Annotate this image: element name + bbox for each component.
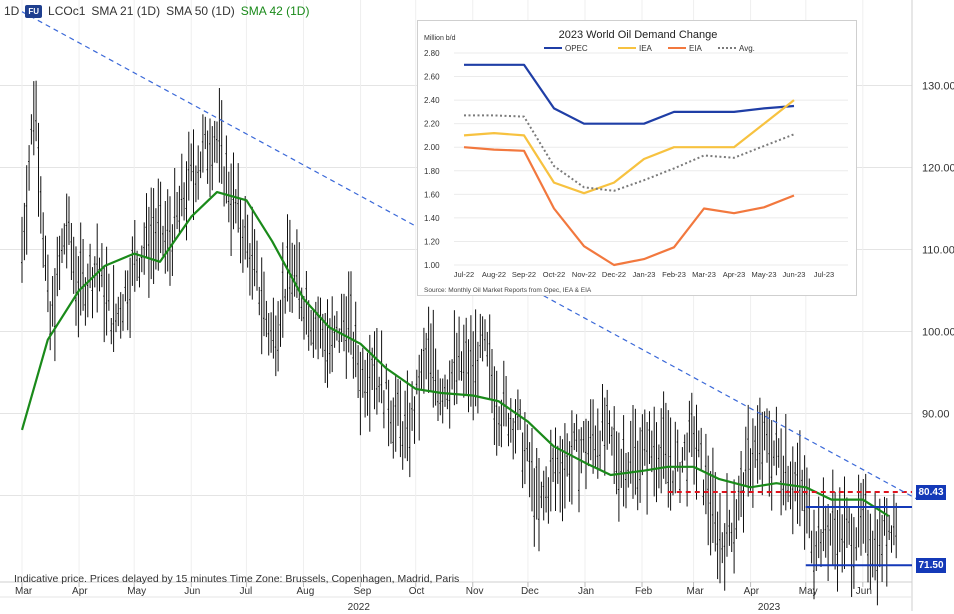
inset-legend-label: OPEC	[565, 44, 588, 53]
support-price-label: 71.50	[916, 558, 946, 573]
symbol-label[interactable]: LCOc1	[48, 4, 86, 18]
x-tick-label: Jun	[184, 586, 200, 597]
inset-y-tick: 2.20	[424, 120, 440, 129]
x-tick-label: May	[799, 586, 818, 597]
inset-x-tick: Jul-23	[814, 270, 834, 279]
y-tick-label: 130.00	[922, 81, 954, 93]
inset-series-avg	[464, 114, 795, 192]
inset-series-iea	[463, 99, 795, 195]
resistance-price-label: 80.43	[916, 485, 946, 500]
x-tick-label: Dec	[521, 586, 539, 597]
inset-x-tick: Dec-22	[602, 270, 626, 279]
inset-series-eia	[463, 146, 795, 267]
x-tick-label: Feb	[635, 586, 653, 597]
x-tick-label: Jul	[239, 586, 252, 597]
interval-label[interactable]: 1D	[4, 4, 20, 18]
y-tick-label: 90.00	[922, 409, 950, 421]
sma42-label[interactable]: SMA 42 (1D)	[240, 4, 310, 18]
inset-legend-label: Avg.	[739, 44, 755, 53]
inset-x-tick: Aug-22	[482, 270, 506, 279]
inset-series-opec	[464, 63, 795, 125]
inset-y-tick: 2.40	[424, 96, 440, 105]
x-tick-label: Mar	[15, 586, 33, 597]
inset-y-tick: 1.40	[424, 214, 440, 223]
inset-x-tick: Jan-23	[633, 270, 656, 279]
x-tick-label: Aug	[296, 586, 314, 597]
chart-header: 1D FU LCOc1 SMA 21 (1D) SMA 50 (1D) SMA …	[4, 4, 309, 18]
inset-x-tick: Oct-22	[543, 270, 566, 279]
inset-x-tick: Feb-23	[662, 270, 686, 279]
y-tick-label: 100.00	[922, 327, 954, 339]
y-tick-label: 120.00	[922, 163, 954, 175]
y-tick-label: 110.00	[922, 245, 954, 257]
inset-x-tick: Nov-22	[572, 270, 596, 279]
inset-x-tick: May-23	[751, 270, 776, 279]
inset-y-tick: 2.80	[424, 49, 440, 58]
x-tick-label: Sep	[354, 586, 372, 597]
x-tick-label: May	[127, 586, 146, 597]
delay-notice: Indicative price. Prices delayed by 15 m…	[14, 573, 460, 585]
inset-y-tick: 1.00	[424, 261, 440, 270]
downtrend-line	[21, 11, 919, 501]
x-tick-label: Apr	[72, 586, 88, 597]
x-tick-label: Jan	[578, 586, 594, 597]
inset-legend-label: IEA	[639, 44, 653, 53]
x-tick-label: Mar	[687, 586, 705, 597]
sma42-line	[20, 191, 890, 517]
inset-x-tick: Mar-23	[692, 270, 716, 279]
sma21-label[interactable]: SMA 21 (1D)	[91, 4, 161, 18]
demand-change-inset-chart: 2023 World Oil Demand Change Million b/d O…	[417, 20, 857, 296]
inset-title: 2023 World Oil Demand Change	[559, 29, 718, 41]
x-tick-label: Nov	[466, 586, 484, 597]
x-tick-label: Jun	[856, 586, 872, 597]
year-label: 2023	[758, 602, 781, 613]
inset-y-tick: 1.60	[424, 190, 440, 199]
inset-y-tick: 1.20	[424, 237, 440, 246]
exchange-badge: FU	[25, 4, 43, 18]
inset-y-tick: 1.80	[424, 167, 440, 176]
inset-y-tick: 2.60	[424, 73, 440, 82]
inset-x-tick: Sep-22	[512, 270, 536, 279]
x-tick-label: Apr	[744, 586, 760, 597]
inset-source: Source: Monthly Oil Market Reports from …	[424, 287, 592, 294]
sma50-label[interactable]: SMA 50 (1D)	[166, 4, 235, 18]
year-label: 2022	[348, 602, 371, 613]
x-tick-label: Oct	[409, 586, 425, 597]
inset-y-tick: 2.00	[424, 143, 440, 152]
inset-x-tick: Apr-23	[723, 270, 746, 279]
inset-legend-label: EIA	[689, 44, 703, 53]
inset-x-tick: Jun-23	[783, 270, 806, 279]
inset-x-tick: Jul-22	[454, 270, 474, 279]
inset-y-label: Million b/d	[424, 35, 456, 42]
